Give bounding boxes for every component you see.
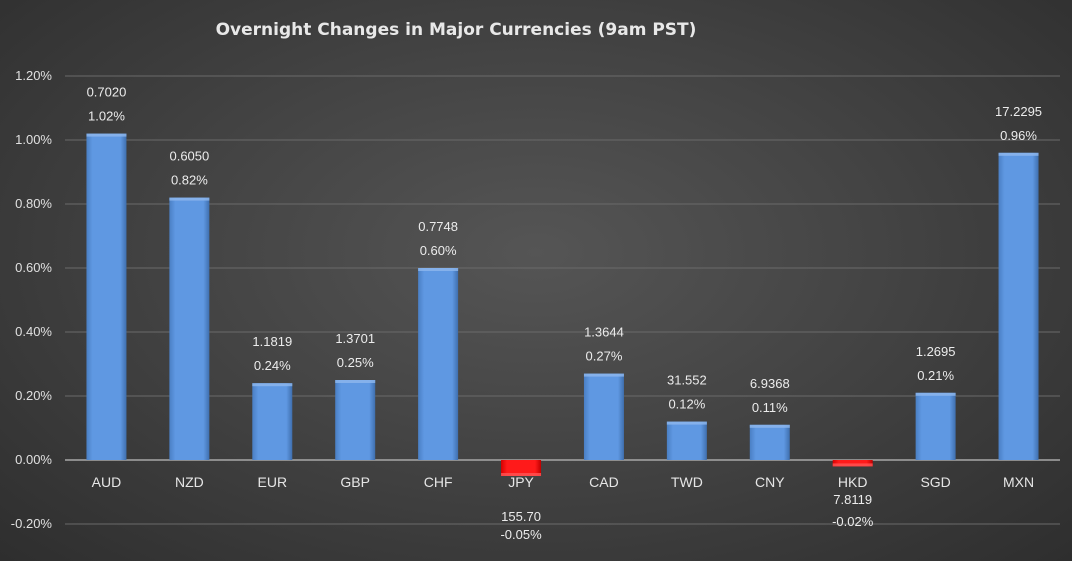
percent-label: 0.82%: [171, 173, 208, 188]
x-category-label: SGD: [920, 474, 950, 490]
x-category-label: TWD: [671, 474, 703, 490]
bar-nzd: [169, 197, 210, 460]
bar-gbp: [335, 380, 376, 460]
y-tick-label: 0.40%: [15, 324, 52, 339]
bar-aud: [86, 133, 127, 460]
rate-label: 0.7020: [87, 85, 127, 100]
rate-label: 155.70: [501, 509, 541, 524]
rate-label: 1.3644: [584, 325, 624, 340]
percent-label: 0.25%: [337, 355, 374, 370]
bar-eur: [252, 383, 293, 460]
percent-label: 0.11%: [752, 400, 788, 415]
bar-twd: [666, 421, 707, 460]
percent-label: 0.21%: [917, 368, 954, 383]
rate-label: 1.1819: [252, 334, 292, 349]
rate-label: 17.2295: [995, 104, 1042, 119]
rate-label: 31.552: [667, 373, 707, 388]
rate-label: 6.9368: [750, 376, 790, 391]
bar-bevel: [583, 373, 624, 377]
rate-label: 1.3701: [335, 331, 375, 346]
rate-label: 1.2695: [916, 344, 956, 359]
x-category-label: CHF: [424, 474, 453, 490]
bar-jpy: [501, 460, 542, 476]
bar-bevel: [169, 197, 210, 201]
x-category-label: AUD: [92, 474, 122, 490]
x-category-label: MXN: [1003, 474, 1034, 490]
bar-mxn: [998, 152, 1039, 461]
y-tick-label: 1.20%: [15, 68, 52, 83]
bar-bevel: [832, 463, 873, 467]
chart-title: Overnight Changes in Major Currencies (9…: [216, 20, 697, 40]
y-tick-label: 1.00%: [15, 132, 52, 147]
y-tick-label: 0.80%: [15, 196, 52, 211]
percent-label: -0.05%: [500, 527, 542, 542]
y-tick-label: 0.60%: [15, 260, 52, 275]
x-category-label: JPY: [508, 474, 534, 490]
percent-label: 1.02%: [88, 109, 125, 124]
x-category-label: NZD: [175, 474, 204, 490]
y-tick-label: 0.20%: [15, 388, 52, 403]
x-category-label: CAD: [589, 474, 619, 490]
percent-label: -0.02%: [832, 514, 874, 529]
bar-bevel: [666, 421, 707, 425]
percent-label: 0.96%: [1000, 128, 1037, 143]
x-category-label: EUR: [258, 474, 288, 490]
bar-bevel: [501, 473, 542, 476]
rate-label: 7.8119: [833, 492, 872, 507]
x-category-label: HKD: [838, 474, 868, 490]
x-category-label: GBP: [340, 474, 370, 490]
bar-cad: [583, 373, 624, 460]
percent-label: 0.60%: [420, 243, 457, 258]
percent-label: 0.27%: [586, 349, 623, 364]
percent-label: 0.12%: [668, 397, 705, 412]
rate-label: 0.6050: [169, 149, 209, 164]
y-tick-label: -0.20%: [11, 516, 53, 531]
bar-bevel: [749, 424, 790, 428]
bar-bevel: [998, 152, 1039, 156]
rate-label: 0.7748: [418, 219, 458, 234]
bar-bevel: [252, 383, 293, 387]
bar-bevel: [915, 392, 956, 396]
bar-sgd: [915, 392, 956, 460]
bar-bevel: [335, 380, 376, 383]
y-tick-label: 0.00%: [15, 452, 52, 467]
bar-hkd: [832, 460, 873, 467]
bar-cny: [749, 424, 790, 460]
percent-label: 0.24%: [254, 358, 291, 373]
bar-bevel: [418, 268, 459, 271]
bar-chf: [418, 268, 459, 460]
x-category-label: CNY: [755, 474, 785, 490]
bar-bevel: [86, 133, 127, 137]
